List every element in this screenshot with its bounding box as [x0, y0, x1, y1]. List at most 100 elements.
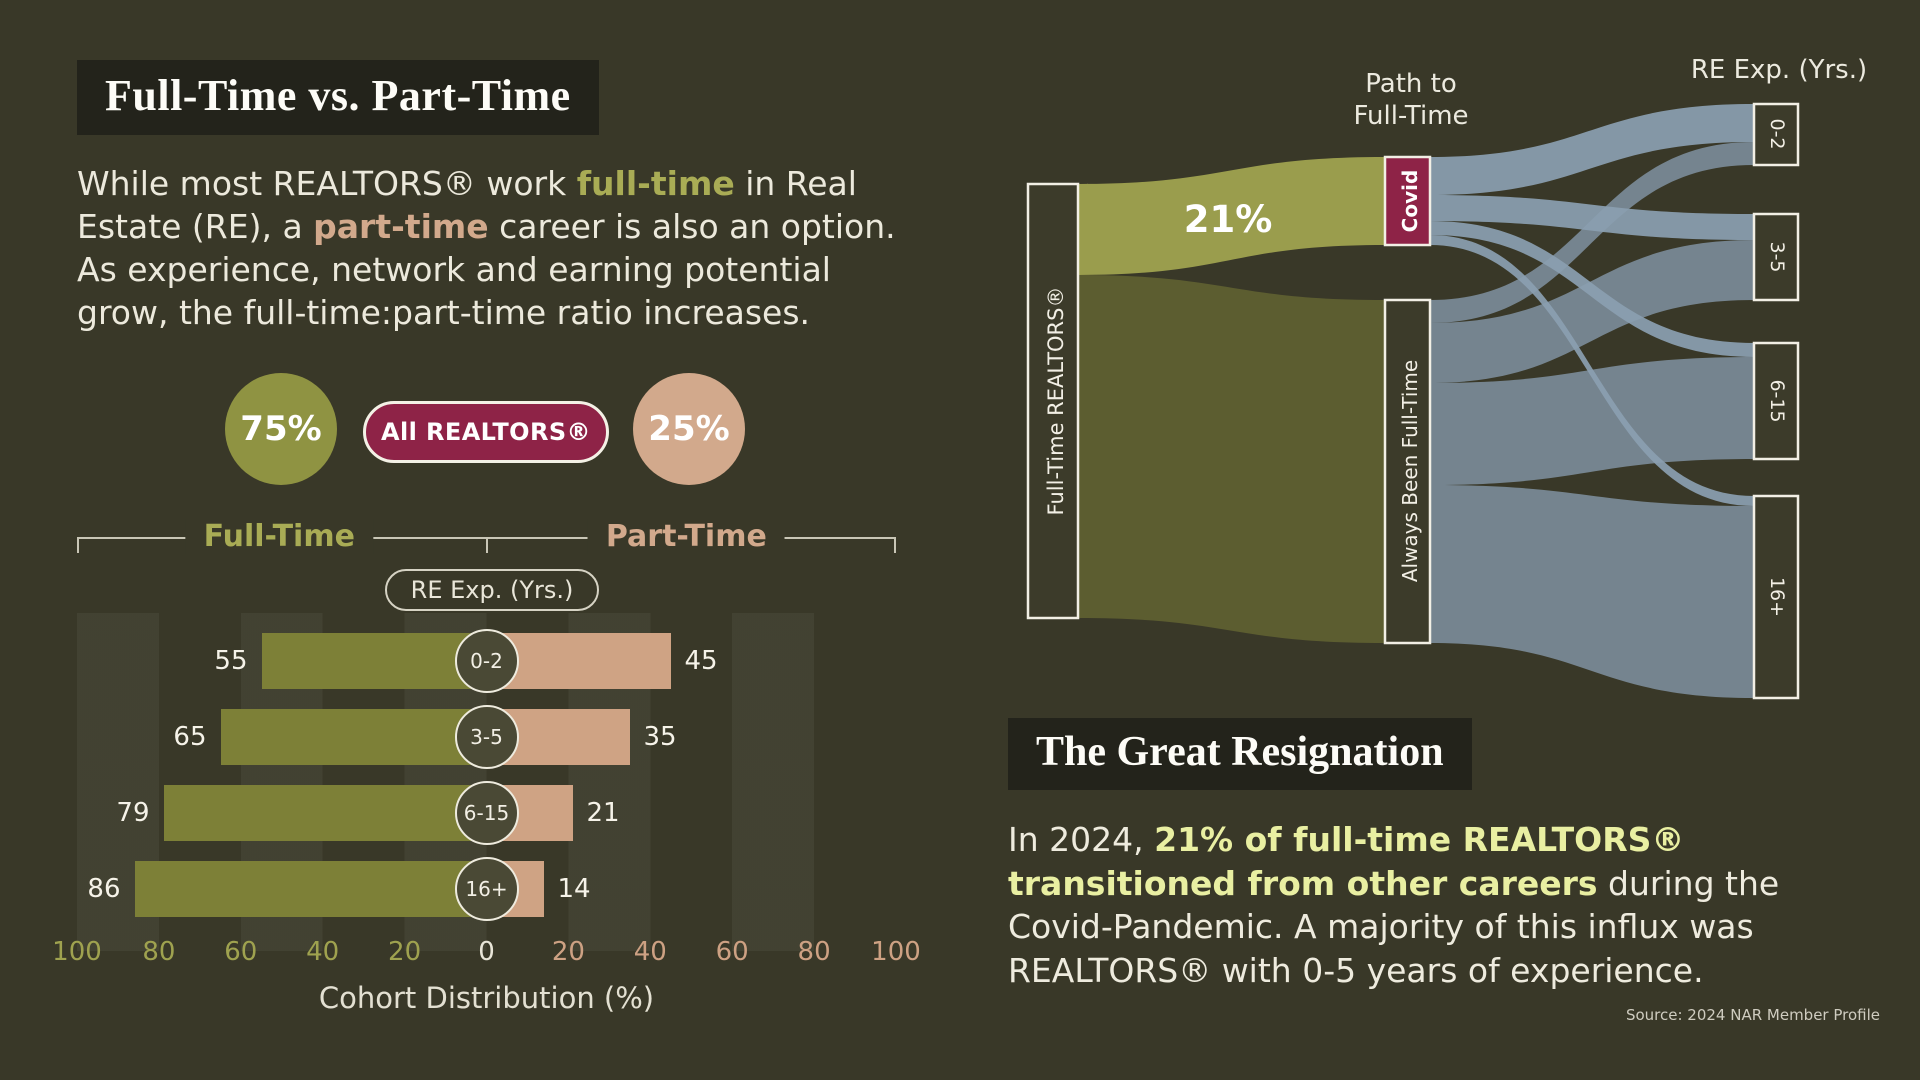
node-label-exp-16plus: 16+	[1766, 577, 1788, 617]
flow-covid-to-exp-16plus	[1430, 235, 1754, 506]
path-to-full-time-sankey: Full-Time REALTORS® Covid Always Been Fu…	[1026, 55, 1867, 700]
node-full-time-realtors	[1026, 182, 1080, 620]
part-time-value: 14	[557, 873, 591, 904]
full-time-value: 55	[214, 645, 248, 676]
bracket-tick-right	[894, 536, 896, 553]
x-axis-label: Cohort Distribution (%)	[318, 980, 655, 1015]
bar-row: 86 14 16+	[77, 856, 897, 921]
experience-bucket-label: 0-2	[470, 648, 503, 673]
full-time-highlight: full-time	[576, 164, 735, 203]
flow-always-to-exp-6-15	[1430, 357, 1754, 485]
x-tick: 20	[551, 936, 585, 967]
all-realtors-badge: All REALTORS®	[363, 400, 609, 463]
node-exp-0-2	[1752, 102, 1800, 167]
full-time-value: 65	[173, 721, 207, 752]
full-time-share-circle: 75%	[225, 372, 337, 485]
node-label-exp-0-2: 0-2	[1766, 118, 1788, 149]
part-time-half: 14	[486, 860, 897, 917]
part-time-highlight: part-time	[313, 206, 489, 246]
bracket-tick-left	[77, 536, 79, 553]
x-tick: 60	[224, 936, 258, 967]
bar-row: 55 45 0-2	[77, 628, 897, 693]
intro-text-2: in Real Estate (RE), a	[77, 164, 857, 246]
part-time-half: 35	[486, 708, 897, 765]
flow-covid-to-exp-3-5	[1430, 195, 1754, 240]
part-time-value: 21	[586, 797, 620, 828]
flow-fulltime-to-always	[1078, 275, 1385, 643]
node-label-exp-3-5: 3-5	[1766, 241, 1788, 272]
full-time-bar	[163, 784, 487, 841]
full-time-bar	[220, 708, 487, 765]
covid-flow-percent-label: 21%	[1184, 198, 1273, 241]
split-bracket: Full-Time Part-Time	[77, 518, 896, 567]
experience-bucket-label: 6-15	[463, 800, 510, 825]
experience-bucket-badge: 16+	[454, 856, 519, 921]
bar-rows: 55 45 0-2 65 35 3-5 79 21 6-15 86 14 16+	[77, 621, 897, 921]
part-time-half: 21	[486, 784, 897, 841]
node-label-exp-6-15: 6-15	[1766, 379, 1788, 422]
source-note: Source: 2024 NAR Member Profile	[1625, 1006, 1880, 1025]
page-title: Full-Time vs. Part-Time	[105, 71, 571, 120]
x-tick: 40	[633, 936, 667, 967]
section-title-box: Full-Time vs. Part-Time	[77, 60, 599, 135]
intro-paragraph: While most REALTORS® work full-time in R…	[77, 163, 907, 335]
flow-always-to-exp-0-2	[1430, 142, 1754, 323]
node-covid	[1383, 155, 1432, 247]
node-label-full-time-realtors: Full-Time REALTORS®	[1044, 287, 1068, 516]
great-resignation-body: In 2024, 21% of full-time REALTORS® tran…	[1008, 818, 1880, 992]
full-time-half: 65	[77, 708, 487, 765]
great-resignation-title: The Great Resignation	[1036, 729, 1444, 775]
node-exp-16plus	[1752, 494, 1800, 700]
part-time-half: 45	[486, 632, 897, 689]
summary-row: 75% All REALTORS® 25%	[77, 369, 907, 497]
full-time-value: 79	[116, 797, 150, 828]
intro-text-3: career is also an option. As experience,…	[77, 206, 896, 332]
full-time-bar	[134, 860, 487, 917]
x-tick: 20	[388, 936, 422, 967]
bar-row: 65 35 3-5	[77, 704, 897, 769]
node-exp-3-5	[1752, 212, 1800, 302]
experience-bucket-badge: 0-2	[454, 628, 519, 693]
gr-text-2: during the Covid-Pandemic. A majority of…	[1008, 863, 1780, 990]
experience-bucket-badge: 3-5	[454, 704, 519, 769]
x-tick: 60	[715, 936, 749, 967]
flow-fulltime-to-covid	[1078, 157, 1385, 275]
flow-always-to-exp-16plus	[1430, 485, 1754, 698]
x-axis-ticks: 100 80 60 40 20 0 20 40 60 80 100	[52, 936, 921, 969]
part-time-value: 35	[643, 721, 677, 752]
x-tick: 100	[871, 936, 921, 967]
gr-highlight: 21% of full-time REALTORS® transitioned …	[1008, 820, 1685, 903]
x-tick: 80	[797, 936, 831, 967]
sankey-right-axis-label: RE Exp. (Yrs.)	[1691, 55, 1867, 85]
sankey-header-line2: Full-Time	[1353, 101, 1468, 131]
experience-bucket-label: 3-5	[470, 724, 503, 749]
part-time-column-label: Part-Time	[587, 518, 785, 554]
full-time-column-label: Full-Time	[185, 518, 373, 554]
full-time-half: 86	[77, 860, 487, 917]
full-time-vs-part-time-section: Full-Time vs. Part-Time While most REALT…	[52, 60, 921, 1015]
flow-covid-to-exp-6-15	[1430, 221, 1754, 357]
full-time-half: 55	[77, 632, 487, 689]
node-label-always-full-time: Always Been Full-Time	[1398, 360, 1422, 582]
flow-covid-to-exp-0-2	[1430, 104, 1754, 195]
part-time-share-circle: 25%	[633, 372, 745, 485]
x-tick: 100	[52, 936, 102, 967]
gr-text-1: In 2024,	[1008, 820, 1155, 859]
full-time-half: 79	[77, 784, 487, 841]
node-label-covid: Covid	[1398, 170, 1422, 233]
bar-row: 79 21 6-15	[77, 780, 897, 845]
x-tick: 80	[142, 936, 176, 967]
flow-always-to-exp-3-5	[1430, 240, 1754, 383]
great-resignation-title-box: The Great Resignation	[1008, 718, 1472, 790]
experience-bucket-badge: 6-15	[454, 780, 519, 845]
cohort-distribution-chart: 55 45 0-2 65 35 3-5 79 21 6-15 86 14 16+ 100 80 60 40 2…	[52, 612, 921, 1015]
x-tick: 40	[306, 936, 340, 967]
x-tick: 0	[478, 936, 495, 967]
full-time-value: 86	[87, 873, 121, 904]
full-time-bar	[261, 632, 487, 689]
bracket-tick-center	[485, 536, 488, 553]
part-time-value: 45	[684, 645, 718, 676]
experience-bucket-label: 16+	[465, 876, 508, 901]
node-always-full-time	[1383, 298, 1432, 645]
experience-axis-pill: RE Exp. (Yrs.)	[384, 568, 600, 611]
